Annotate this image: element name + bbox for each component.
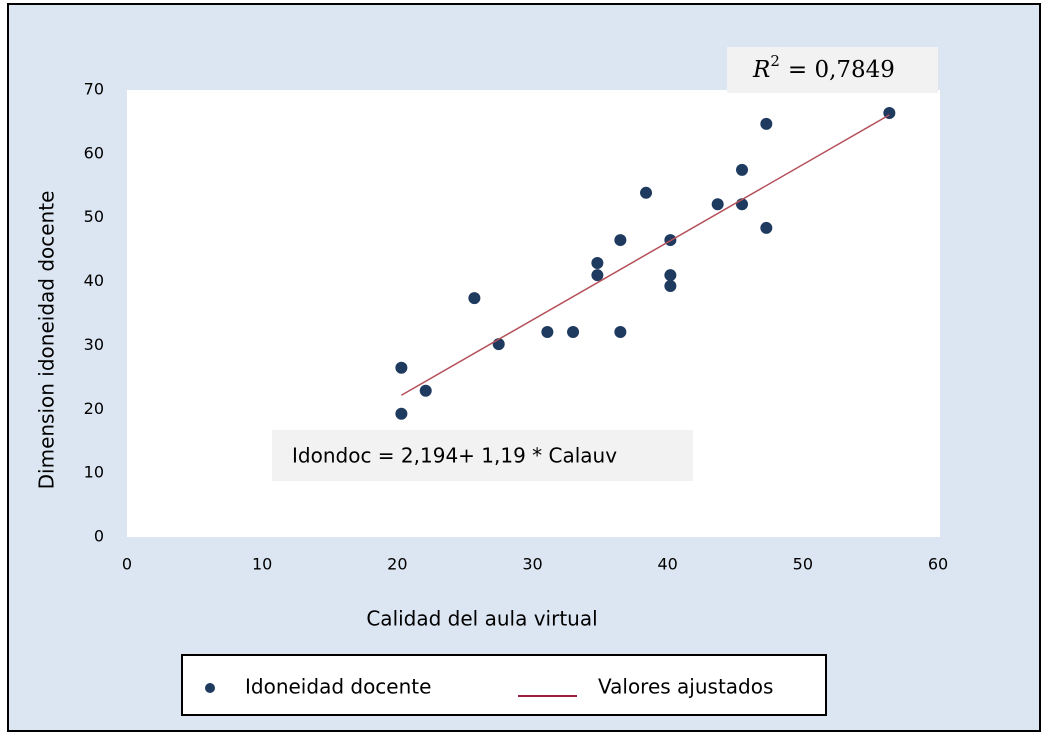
point (760, 221, 773, 234)
r2-value: = 0,7849 (788, 57, 895, 83)
y-axis-label: Dimension idoneidad docente (35, 191, 59, 490)
y-tick-label: 40 (84, 271, 104, 290)
legend (181, 654, 827, 716)
x-axis-label: Calidad del aula virtual (366, 607, 597, 631)
point (395, 407, 408, 420)
legend-label: Idoneidad docente (245, 675, 431, 699)
point (736, 163, 749, 176)
y-tick-label: 30 (84, 335, 104, 354)
point (640, 186, 653, 199)
r2-box (727, 47, 938, 93)
y-tick-label: 0 (94, 527, 104, 546)
point (567, 326, 580, 339)
fit-line (401, 114, 890, 396)
y-tick-label: 50 (84, 207, 104, 226)
point (614, 234, 627, 247)
y-tick-label: 70 (84, 80, 104, 99)
point (664, 269, 677, 282)
y-tick-label: 10 (84, 463, 104, 482)
x-tick-label: 30 (522, 555, 542, 574)
point (760, 117, 773, 130)
point (591, 269, 604, 282)
point (664, 280, 677, 293)
point (541, 326, 554, 339)
x-tick-label: 20 (387, 555, 407, 574)
equation-box (272, 430, 693, 481)
point (395, 361, 408, 374)
r2-symbol: R (752, 57, 770, 83)
point (468, 292, 481, 305)
y-tick-label: 20 (84, 399, 104, 418)
point (711, 198, 724, 211)
x-tick-label: 10 (252, 555, 272, 574)
x-tick-label: 0 (122, 555, 132, 574)
legend-label: Valores ajustados (598, 675, 773, 699)
equation: Idondoc = 2,194+ 1,19 * Calauv (292, 444, 617, 468)
r2-exponent: 2 (770, 52, 780, 70)
x-tick-label: 60 (928, 555, 948, 574)
x-tick-label: 40 (657, 555, 677, 574)
x-tick-label: 50 (793, 555, 813, 574)
point (591, 257, 604, 270)
y-tick-label: 60 (84, 143, 104, 162)
point (419, 384, 432, 397)
r2-annotation: R2 = 0,7849 (752, 52, 895, 83)
point (614, 326, 627, 339)
legend-marker (205, 683, 215, 693)
